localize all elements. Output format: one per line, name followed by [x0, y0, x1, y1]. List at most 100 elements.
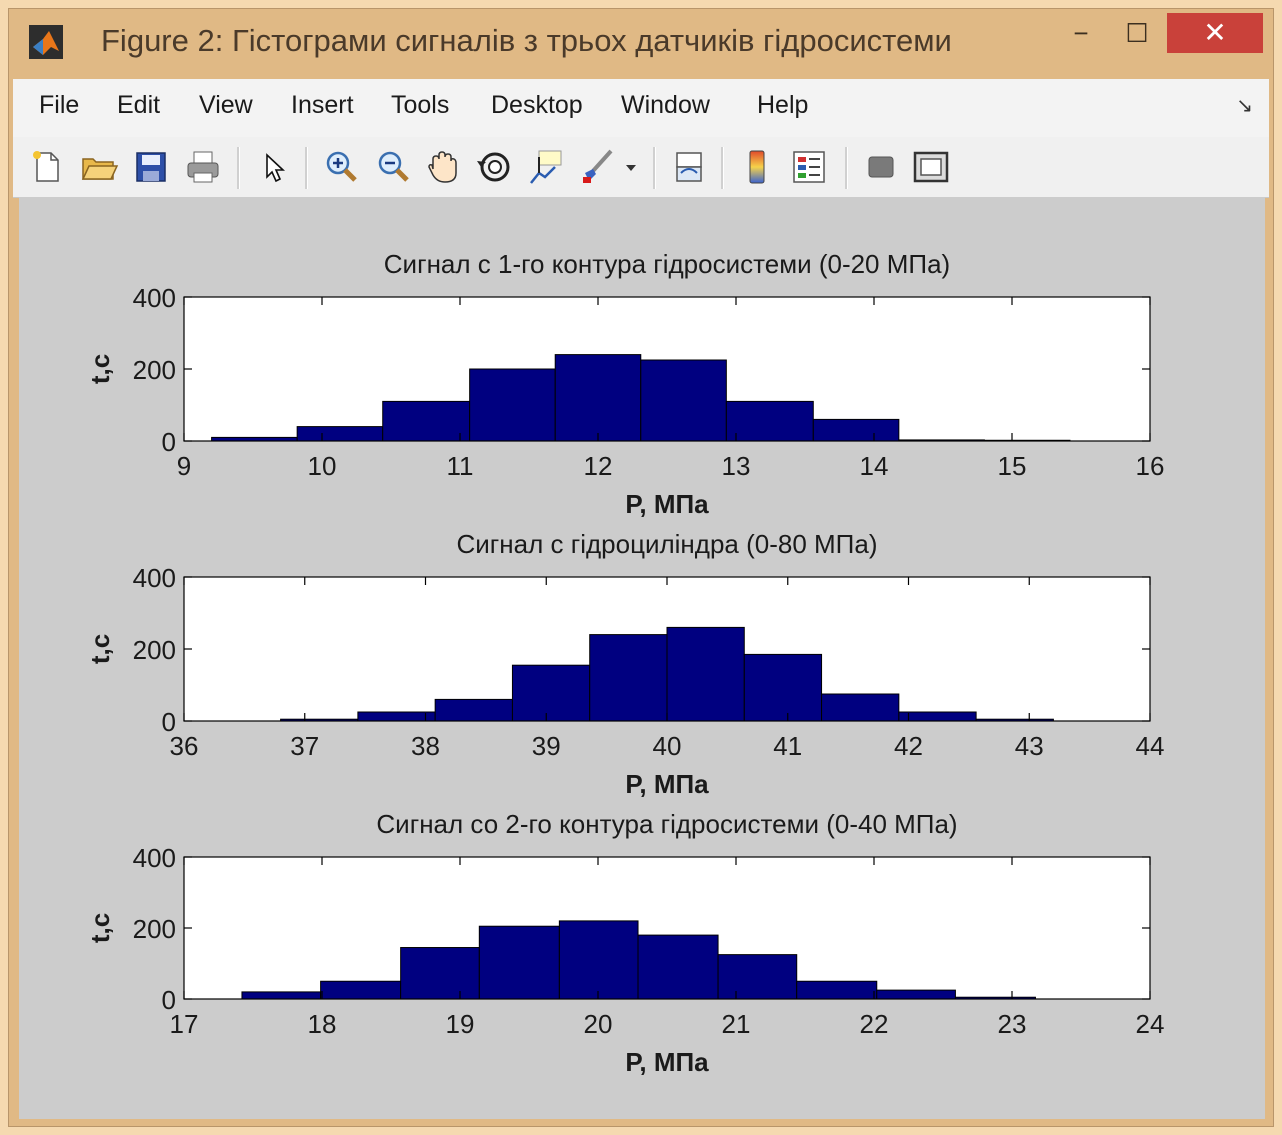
chart-title: Сигнал с гідроциліндра (0-80 МПа) [457, 529, 878, 559]
histogram-panel-3: 17 18 19 20 21 22 23 24 0 200 400 Сигнал со 2-го ко… [85, 809, 1164, 1077]
print-icon[interactable] [183, 147, 223, 187]
x-tick-label: 22 [860, 1009, 889, 1039]
histogram-bar [821, 693, 900, 722]
pointer-icon[interactable] [253, 147, 293, 187]
y-tick-label: 200 [133, 635, 176, 665]
x-tick-label: 18 [308, 1009, 337, 1039]
zoom-out-icon[interactable] [373, 147, 413, 187]
brush-dropdown-icon[interactable] [623, 147, 639, 187]
histogram-bar [796, 980, 878, 1000]
toolbar-separator [721, 147, 724, 189]
x-axis-label: P, МПа [625, 489, 709, 519]
menu-overflow-arrow-icon[interactable]: ↘ [1236, 95, 1253, 117]
show-plot-tools-icon[interactable] [911, 147, 951, 187]
x-tick-label: 44 [1136, 731, 1165, 761]
maximize-button[interactable]: ☐ [1125, 18, 1149, 48]
colorbar-icon[interactable] [737, 147, 777, 187]
histogram-bar [320, 980, 402, 1000]
histogram-bar [357, 711, 436, 722]
menu-insert[interactable]: Insert [291, 91, 354, 119]
x-axis-label: P, МПа [625, 769, 709, 799]
toolbar-separator [305, 147, 308, 189]
histogram-bar [666, 626, 745, 722]
x-tick-label: 19 [446, 1009, 475, 1039]
link-plot-icon[interactable] [669, 147, 709, 187]
histogram-bar [898, 711, 977, 722]
legend-icon[interactable] [789, 147, 829, 187]
minimize-button[interactable]: − [1073, 18, 1089, 48]
title-bar[interactable]: Figure 2: Гістограми сигналів з трьох да… [9, 9, 1273, 79]
figure-window: Figure 2: Гістограми сигналів з трьох да… [8, 8, 1274, 1127]
close-button[interactable]: ✕ [1167, 13, 1263, 53]
hide-plot-tools-icon[interactable] [861, 147, 901, 187]
data-cursor-icon[interactable] [525, 147, 565, 187]
x-tick-label: 12 [584, 451, 613, 481]
y-axis-label: t,c [85, 913, 115, 943]
pan-hand-icon[interactable] [423, 147, 463, 187]
save-icon[interactable] [131, 147, 171, 187]
histogram-bar [511, 664, 591, 722]
chart-title: Сигнал с 1-го контура гідросистеми (0-20… [384, 249, 950, 279]
x-tick-label: 14 [860, 451, 889, 481]
figure-canvas: 9 10 11 12 13 14 15 16 0 200 400 Сигнал с 1-го конт… [19, 197, 1265, 1119]
y-tick-label: 200 [133, 355, 176, 385]
new-figure-icon[interactable] [27, 147, 67, 187]
histogram-bar [812, 418, 900, 442]
window-title: Figure 2: Гістограми сигналів з трьох да… [101, 23, 952, 58]
histogram-bar [400, 947, 480, 1000]
histogram-panel-2: 36 37 38 39 40 41 42 43 44 0 200 400 Сигнал с гідроц… [85, 529, 1164, 799]
chart-title: Сигнал со 2-го контура гідросистеми (0-4… [376, 809, 957, 839]
histogram-bar [640, 359, 727, 442]
menu-help[interactable]: Help [757, 91, 809, 119]
histogram-bar [637, 934, 719, 1000]
open-file-icon[interactable] [79, 147, 119, 187]
y-tick-label: 400 [133, 563, 176, 593]
brush-icon[interactable] [577, 147, 617, 187]
x-tick-label: 9 [177, 451, 191, 481]
x-tick-label: 36 [170, 731, 199, 761]
histogram-bar [876, 989, 956, 1000]
x-tick-label: 38 [411, 731, 440, 761]
menu-view[interactable]: View [199, 91, 253, 119]
matlab-logo-icon [29, 25, 63, 59]
y-axis-label: t,c [85, 634, 115, 664]
histogram-bar [478, 925, 560, 1000]
menu-window[interactable]: Window [621, 91, 710, 119]
histogram-bar [241, 991, 322, 1000]
x-tick-label: 40 [653, 731, 682, 761]
rotate-3d-icon[interactable] [475, 147, 515, 187]
x-tick-label: 10 [308, 451, 337, 481]
figure-toolbar [13, 137, 1269, 198]
histogram-bar [554, 354, 642, 442]
y-tick-label: 0 [162, 985, 176, 1015]
x-tick-label: 16 [1136, 451, 1165, 481]
histogram-bar [589, 634, 668, 722]
histogram-bar [743, 653, 823, 722]
y-tick-label: 400 [133, 283, 176, 313]
x-tick-label: 37 [290, 731, 319, 761]
histogram-bar [382, 400, 471, 442]
toolbar-separator [237, 147, 240, 189]
histogram-bar [558, 920, 639, 1000]
x-tick-label: 24 [1136, 1009, 1165, 1039]
zoom-in-icon[interactable] [321, 147, 361, 187]
menu-edit[interactable]: Edit [117, 91, 161, 119]
x-tick-label: 17 [170, 1009, 199, 1039]
histogram-bar [296, 426, 384, 442]
histogram-bar [469, 368, 556, 442]
x-tick-label: 20 [584, 1009, 613, 1039]
x-tick-label: 11 [447, 451, 474, 481]
menu-file[interactable]: File [39, 91, 80, 119]
y-tick-label: 200 [133, 914, 176, 944]
menu-bar: File Edit View Insert Tools Desktop Wind… [13, 79, 1269, 138]
menu-desktop[interactable]: Desktop [491, 91, 583, 119]
y-tick-label: 400 [133, 843, 176, 873]
x-tick-label: 21 [722, 1009, 751, 1039]
toolbar-separator [653, 147, 656, 189]
histogram-panel-1: 9 10 11 12 13 14 15 16 0 200 400 Сигнал с 1-го конт… [85, 249, 1164, 519]
x-tick-label: 43 [1015, 731, 1044, 761]
menu-tools[interactable]: Tools [391, 91, 450, 119]
x-tick-label: 23 [998, 1009, 1027, 1039]
y-tick-label: 0 [162, 427, 176, 457]
